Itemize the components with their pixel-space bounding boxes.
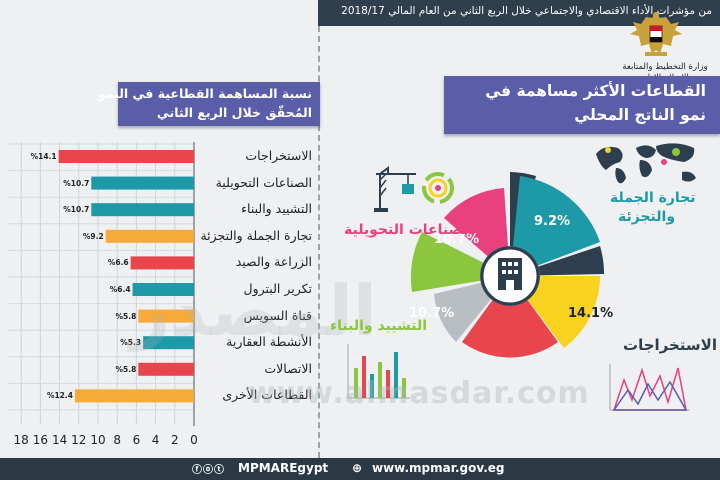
bar-value-label: %14.1 <box>30 152 57 161</box>
x-tick-label: 6 <box>132 433 141 447</box>
x-tick-label: 4 <box>151 433 160 447</box>
category-label: التشييد والبناء <box>241 201 312 217</box>
bar-3 <box>91 203 194 217</box>
sector-name-trade: تجارة الجملة <box>610 190 696 206</box>
bar-value-label: %10.7 <box>63 178 90 188</box>
x-tick-label: 14 <box>51 433 68 447</box>
gear-icon <box>422 172 454 204</box>
bar-6 <box>132 283 194 296</box>
footer-bar: ⓕⓞⓣ MPMAREgypt ⊕ www.mpmar.gov.eg <box>0 458 720 480</box>
bar-value-label: %12.4 <box>46 391 73 401</box>
category-label: الاتصالات <box>264 360 312 376</box>
radial-slice-red <box>462 276 558 358</box>
egypt-eagle-logo-icon <box>630 12 682 56</box>
bar-value-label: %5.8 <box>115 364 137 374</box>
bar-1 <box>58 150 194 163</box>
category-label: الصناعات التحويلية <box>215 174 312 190</box>
website-url[interactable]: www.mpmar.gov.eg <box>372 461 505 475</box>
category-label: الاستخراجات <box>245 148 312 163</box>
left-title-line1: نسبة المساهمة القطاعية في النمو <box>97 86 312 101</box>
header-banner: من مؤشرات الأداء الاقتصادي والاجتماعي خل… <box>318 0 720 26</box>
sector-name-extraction: الاستخراجات <box>623 336 717 354</box>
bar-value-label: %5.3 <box>120 338 142 348</box>
bar-10 <box>74 389 194 403</box>
mini-area-chart-icon <box>609 364 690 411</box>
world-map-icon <box>596 143 696 184</box>
crane-icon <box>374 166 416 212</box>
mini-bar-chart-icon <box>347 344 410 399</box>
panel-divider <box>318 26 320 458</box>
category-label: الزراعة والصيد <box>235 254 312 270</box>
category-label: الأنشطة العقارية <box>226 334 312 350</box>
category-label: تجارة الجملة والتجزئة <box>200 227 312 243</box>
right-title-line1: القطاعات الأكثر مساهمة في <box>485 82 706 100</box>
category-label: قناة السويس <box>243 307 312 323</box>
radial-slice-teal <box>510 176 600 276</box>
x-tick-label: 8 <box>113 433 121 447</box>
building-icon <box>498 258 522 290</box>
right-panel-title: القطاعات الأكثر مساهمة في نمو الناتج الم… <box>444 76 720 134</box>
sector-value-construction: 10.7% <box>409 306 455 321</box>
bar-value-label: %10.7 <box>63 205 90 215</box>
sector-value-manufacturing: 10.7% <box>434 232 480 247</box>
header-subtitle: من مؤشرات الأداء الاقتصادي والاجتماعي خل… <box>341 5 712 17</box>
category-label: تكرير البترول <box>243 281 312 296</box>
bar-value-label: %9.2 <box>82 231 104 241</box>
sector-contribution-bar-chart <box>8 142 195 426</box>
bar-value-label: %5.8 <box>115 311 137 321</box>
left-panel-title: نسبة المساهمة القطاعية في النمو المُحقّق… <box>98 82 320 126</box>
bar-5 <box>130 256 194 270</box>
x-tick-label: 18 <box>13 433 29 447</box>
sector-name-manufacturing: الصناعات التحويلية <box>344 222 473 238</box>
sector-name-trade-2: والتجزئة <box>618 209 676 225</box>
x-tick-label: 0 <box>190 433 198 447</box>
x-tick-label: 16 <box>32 433 49 447</box>
left-title-line2: المُحقّق خلال الربع الثاني <box>156 105 312 120</box>
x-tick-label: 12 <box>71 433 87 447</box>
sector-value-trade: 9.2% <box>534 214 571 229</box>
bar-value-label: %6.6 <box>107 258 129 268</box>
sector-value-extraction: 14.1% <box>568 306 614 321</box>
bar-value-label: %6.4 <box>109 285 131 294</box>
right-title-line2: نمو الناتج المحلي <box>574 106 706 124</box>
watermark-brand: المصدر <box>130 270 377 352</box>
bar-4 <box>105 229 194 243</box>
sector-radial-chart <box>410 172 605 358</box>
social-handle: MPMAREgypt <box>238 461 329 475</box>
x-tick-label: 10 <box>90 433 106 447</box>
sector-name-construction: التشييد والبناء <box>330 318 428 334</box>
bar-8 <box>143 336 194 350</box>
bar-9 <box>138 362 194 376</box>
watermark-url: www.almasdar.com <box>248 376 590 411</box>
social-icons: ⓕⓞⓣ <box>192 465 225 476</box>
x-tick-label: 2 <box>170 433 179 447</box>
bar-7 <box>138 309 194 323</box>
chart-bars <box>58 150 194 403</box>
category-label: القطاعات الأخرى <box>222 387 312 403</box>
bar-2 <box>91 176 194 190</box>
globe-icon: ⊕ <box>352 461 363 475</box>
